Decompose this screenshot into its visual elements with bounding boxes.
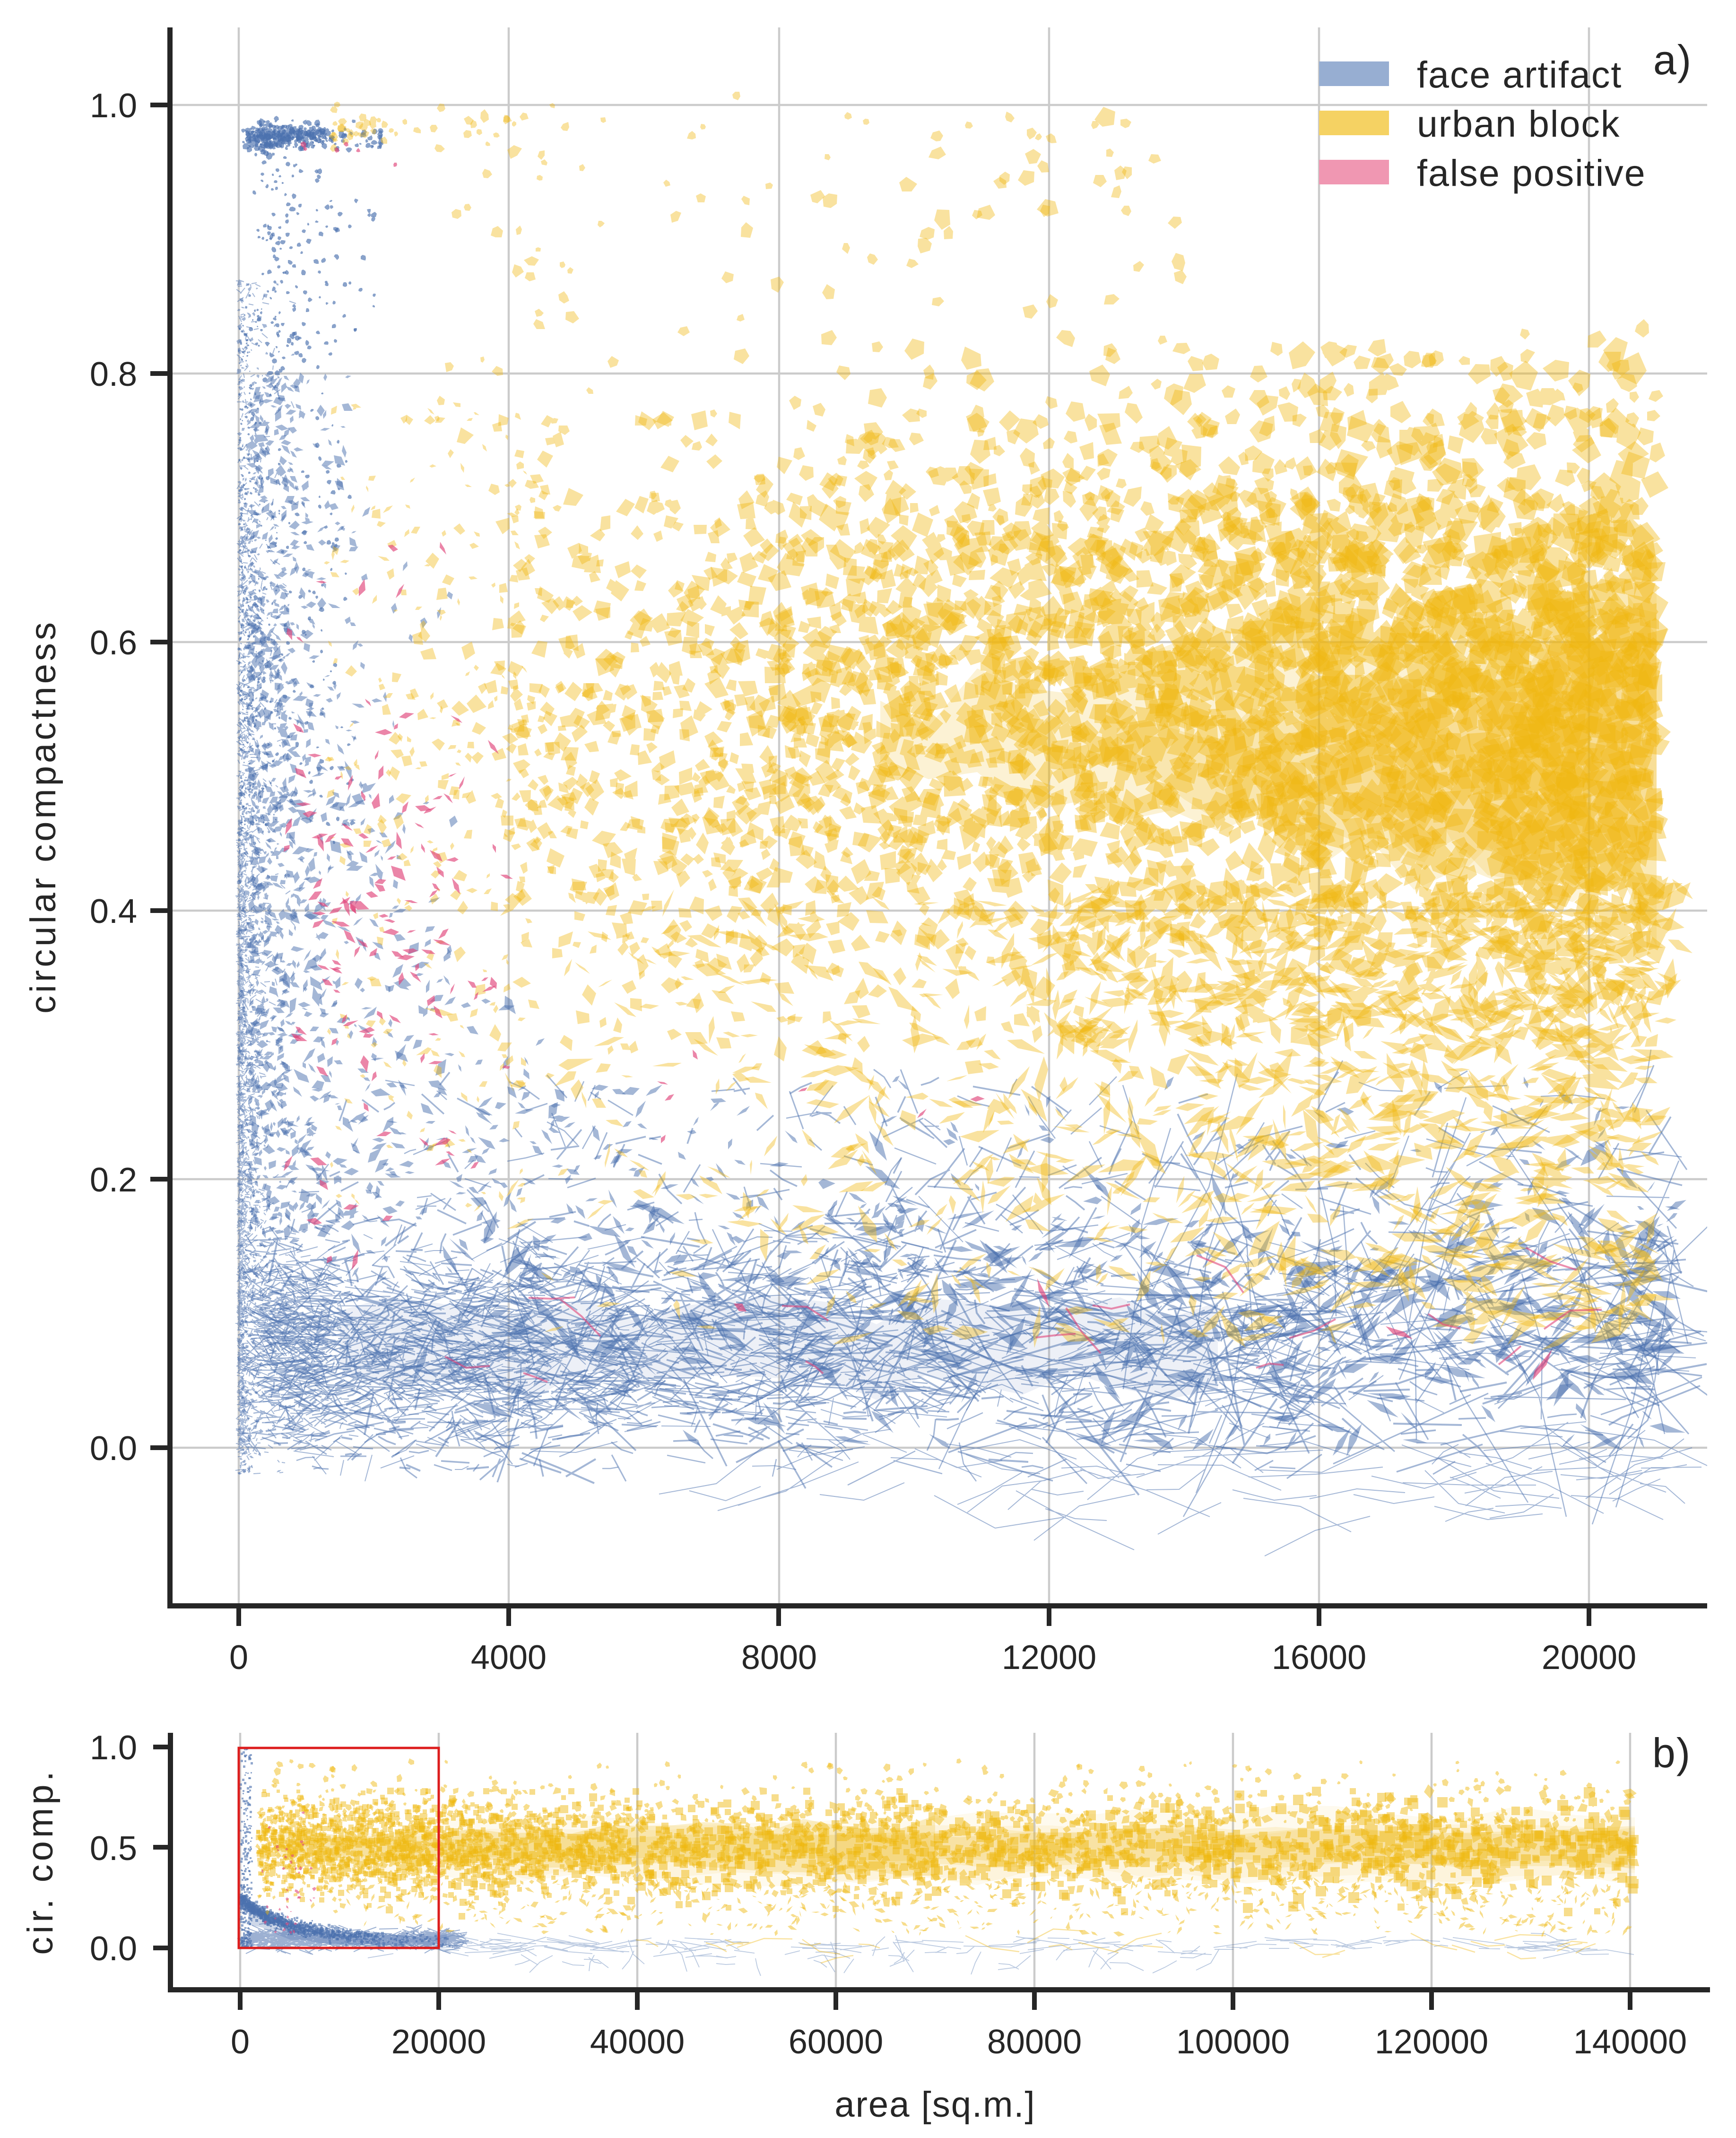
svg-text:b): b) — [1652, 1730, 1691, 1776]
svg-text:1.0: 1.0 — [90, 1729, 137, 1767]
svg-text:16000: 16000 — [1272, 1639, 1366, 1677]
svg-text:100000: 100000 — [1176, 2023, 1290, 2061]
svg-text:8000: 8000 — [741, 1639, 817, 1677]
svg-text:false positive: false positive — [1417, 152, 1646, 194]
svg-text:circular compactness: circular compactness — [23, 619, 63, 1014]
svg-text:0.0: 0.0 — [90, 1430, 137, 1468]
svg-text:0: 0 — [231, 2023, 250, 2061]
svg-text:4000: 4000 — [471, 1639, 547, 1677]
svg-text:face artifact: face artifact — [1417, 53, 1622, 96]
svg-text:0.6: 0.6 — [90, 624, 137, 662]
svg-text:20000: 20000 — [391, 2023, 486, 2061]
svg-text:1.0: 1.0 — [90, 87, 137, 125]
svg-text:0.8: 0.8 — [90, 356, 137, 393]
svg-text:cir. comp.: cir. comp. — [20, 1768, 61, 1955]
svg-text:120000: 120000 — [1375, 2023, 1488, 2061]
svg-text:20000: 20000 — [1542, 1639, 1636, 1677]
svg-text:140000: 140000 — [1573, 2023, 1687, 2061]
svg-text:0.2: 0.2 — [90, 1161, 137, 1199]
svg-text:0.0: 0.0 — [90, 1930, 137, 1968]
svg-text:0: 0 — [229, 1639, 248, 1677]
svg-text:60000: 60000 — [789, 2023, 883, 2061]
svg-text:12000: 12000 — [1002, 1639, 1096, 1677]
svg-text:area [sq.m.]: area [sq.m.] — [834, 2085, 1035, 2125]
svg-text:40000: 40000 — [590, 2023, 685, 2061]
svg-text:0.4: 0.4 — [90, 893, 137, 930]
svg-text:80000: 80000 — [987, 2023, 1082, 2061]
svg-text:a): a) — [1653, 36, 1692, 83]
svg-text:urban block: urban block — [1417, 103, 1620, 145]
svg-text:0.5: 0.5 — [90, 1830, 137, 1868]
